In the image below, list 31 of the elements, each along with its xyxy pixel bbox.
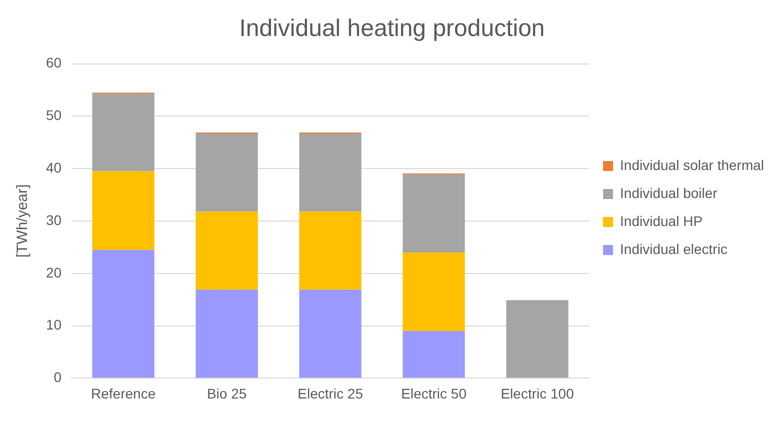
bar <box>506 300 568 378</box>
bar <box>299 133 362 212</box>
x-tick-label: Electric 25 <box>298 385 364 402</box>
bar <box>196 212 258 290</box>
bar <box>196 133 258 212</box>
x-tick-label: Electric 50 <box>401 385 467 402</box>
x-tick-label: Bio 25 <box>206 385 247 402</box>
y-tick-label: 0 <box>54 369 62 386</box>
legend-label: Individual boiler <box>620 184 718 201</box>
bar <box>92 94 154 172</box>
bar <box>402 174 465 252</box>
y-tick-label: 60 <box>46 54 62 71</box>
bar <box>196 290 258 378</box>
legend-label: Individual HP <box>620 212 703 229</box>
chart-title: Individual heating production <box>239 15 545 42</box>
y-tick-label: 50 <box>46 107 62 124</box>
y-tick-label: 30 <box>46 212 62 228</box>
legend-label: Individual electric <box>620 240 728 257</box>
bar <box>402 252 465 332</box>
y-axis-title: [TWh/year] <box>14 184 32 258</box>
bar <box>299 290 362 378</box>
bar <box>92 250 154 378</box>
x-tick-label: Electric 100 <box>500 385 574 402</box>
y-tick-label: 10 <box>46 316 62 333</box>
bar <box>92 171 154 250</box>
y-tick-label: 40 <box>46 159 62 176</box>
legend-label: Individual solar thermal <box>620 156 764 173</box>
x-tick-label: Reference <box>91 385 156 402</box>
bar <box>402 331 465 378</box>
y-tick-label: 20 <box>46 264 62 280</box>
bar <box>299 212 362 290</box>
